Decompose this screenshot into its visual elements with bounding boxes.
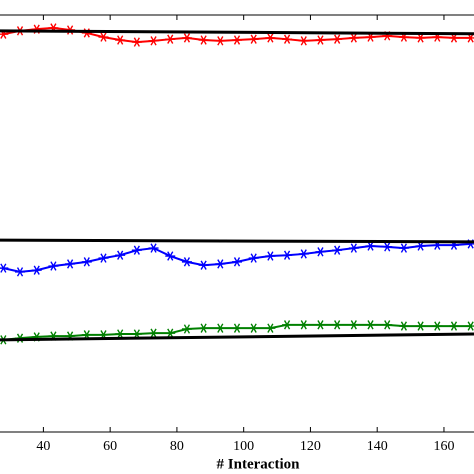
star-marker — [315, 247, 326, 257]
star-marker — [148, 36, 159, 46]
star-marker — [48, 261, 59, 271]
star-marker — [298, 36, 309, 46]
star-marker — [115, 35, 126, 45]
star-marker — [332, 34, 343, 44]
star-marker — [365, 241, 376, 251]
star-marker — [165, 34, 176, 44]
reference-line — [0, 332, 474, 342]
star-marker — [131, 37, 142, 47]
star-marker — [131, 245, 142, 255]
star-marker — [415, 321, 426, 331]
star-marker — [65, 259, 76, 269]
star-marker — [248, 34, 259, 44]
star-marker — [282, 320, 293, 330]
star-marker — [348, 320, 359, 330]
star-marker — [181, 324, 192, 334]
star-marker — [165, 328, 176, 338]
star-marker — [198, 323, 209, 333]
star-marker — [298, 320, 309, 330]
reference-line — [0, 238, 474, 244]
star-marker — [382, 320, 393, 330]
reference-line — [0, 29, 474, 36]
star-marker — [348, 243, 359, 253]
x-tick-label: 80 — [170, 439, 184, 454]
x-tick-label: 100 — [233, 439, 254, 454]
star-marker — [215, 36, 226, 46]
star-marker — [315, 320, 326, 330]
star-marker — [265, 323, 276, 333]
star-marker — [232, 323, 242, 333]
star-marker — [198, 35, 209, 45]
star-marker — [248, 253, 259, 263]
star-marker — [298, 249, 309, 259]
star-marker — [448, 321, 459, 331]
star-marker — [265, 251, 276, 261]
star-marker — [232, 35, 242, 45]
star-marker — [165, 251, 176, 261]
star-marker — [248, 323, 259, 333]
x-tick-label: 140 — [367, 439, 388, 454]
star-marker — [265, 33, 276, 43]
star-marker — [315, 35, 326, 45]
star-marker — [31, 265, 42, 275]
star-marker — [415, 33, 426, 43]
x-axis-label: # Interaction — [217, 456, 301, 472]
star-marker — [382, 242, 393, 252]
star-marker — [198, 260, 209, 270]
star-marker — [81, 257, 92, 267]
star-marker — [282, 34, 293, 44]
star-marker — [365, 320, 376, 330]
star-marker — [98, 253, 109, 263]
star-marker — [0, 263, 9, 273]
x-tick-label: 120 — [300, 439, 321, 454]
star-marker — [332, 245, 343, 255]
star-marker — [215, 323, 226, 333]
star-marker — [181, 257, 192, 267]
star-marker — [398, 243, 409, 253]
star-marker — [332, 320, 343, 330]
star-marker — [398, 321, 409, 331]
star-marker — [282, 250, 293, 260]
star-marker — [432, 321, 443, 331]
x-tick-label: 160 — [433, 439, 454, 454]
star-marker — [181, 33, 192, 43]
x-tick-label: 60 — [103, 439, 117, 454]
star-marker — [98, 32, 109, 42]
star-marker — [348, 33, 359, 43]
star-marker — [115, 250, 126, 260]
star-marker — [148, 328, 159, 338]
x-tick-label: 40 — [36, 439, 50, 454]
star-marker — [148, 243, 159, 253]
star-marker — [465, 321, 474, 331]
star-marker — [232, 257, 242, 267]
star-marker — [215, 259, 226, 269]
star-marker — [15, 267, 26, 277]
